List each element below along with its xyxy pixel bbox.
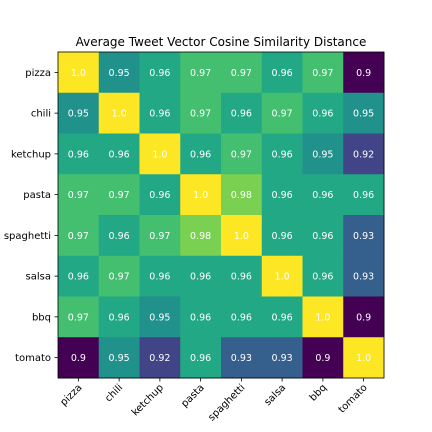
cell-value-label: 0.95 <box>109 68 130 79</box>
cell-value-label: 0.93 <box>231 353 252 364</box>
cell-value-label: 0.96 <box>312 231 333 242</box>
cell-value-label: 0.96 <box>272 190 293 201</box>
cell-value-label: 0.96 <box>312 190 333 201</box>
cell-value-label: 0.95 <box>109 353 130 364</box>
cell-value-label: 0.96 <box>190 312 211 323</box>
cell-value-label: 0.93 <box>353 231 374 242</box>
cell-value-label: 0.96 <box>353 190 374 201</box>
cell-value-label: 0.95 <box>68 109 89 120</box>
cell-value-label: 0.96 <box>149 68 170 79</box>
cell-value-label: 0.96 <box>312 272 333 283</box>
cell-value-label: 0.95 <box>312 149 333 160</box>
cell-value-label: 0.97 <box>190 68 211 79</box>
cell-value-label: 0.95 <box>353 109 374 120</box>
cell-value-label: 0.97 <box>109 272 130 283</box>
cell-value-label: 0.98 <box>231 190 252 201</box>
cell-value-label: 0.96 <box>68 272 89 283</box>
cell-value-label: 0.96 <box>272 68 293 79</box>
cell-value-label: 0.97 <box>149 231 170 242</box>
cell-value-label: 0.96 <box>231 272 252 283</box>
cell-value-label: 0.9 <box>356 312 371 323</box>
cell-value-label: 0.92 <box>149 353 170 364</box>
y-tick-label: tomato <box>15 353 51 364</box>
cell-value-label: 0.96 <box>149 272 170 283</box>
cell-value-label: 0.9 <box>315 353 330 364</box>
cell-value-label: 0.92 <box>353 149 374 160</box>
cell-value-label: 0.96 <box>272 149 293 160</box>
cell-value-label: 0.97 <box>312 68 333 79</box>
cell-value-label: 0.97 <box>231 68 252 79</box>
y-tick-label: salsa <box>26 272 51 283</box>
y-tick-label: bbq <box>32 312 51 323</box>
cell-value-label: 0.96 <box>190 272 211 283</box>
cell-value-label: 0.96 <box>231 109 252 120</box>
cell-value-label: 1.0 <box>112 109 127 120</box>
cell-value-label: 1.0 <box>315 312 330 323</box>
cell-value-label: 0.96 <box>109 231 130 242</box>
cell-value-label: 0.96 <box>190 149 211 160</box>
chart-title: Average Tweet Vector Cosine Similarity D… <box>76 35 367 49</box>
cell-value-label: 0.96 <box>312 109 333 120</box>
cell-value-label: 0.93 <box>272 353 293 364</box>
cell-value-label: 0.93 <box>353 272 374 283</box>
cell-value-label: 0.96 <box>68 149 89 160</box>
cell-value-label: 0.9 <box>71 353 86 364</box>
cell-value-label: 0.97 <box>272 109 293 120</box>
cell-value-label: 0.97 <box>231 149 252 160</box>
cell-value-label: 0.97 <box>68 312 89 323</box>
cell-value-label: 0.97 <box>68 190 89 201</box>
cell-value-label: 0.96 <box>109 312 130 323</box>
cell-value-label: 0.97 <box>109 190 130 201</box>
y-tick-label: pizza <box>25 68 51 79</box>
cell-value-label: 1.0 <box>356 353 371 364</box>
heatmap-cells <box>58 52 385 379</box>
cell-value-label: 0.97 <box>68 231 89 242</box>
y-tick-label: pasta <box>23 190 51 201</box>
cell-value-label: 0.9 <box>356 68 371 79</box>
y-tick-label: ketchup <box>11 149 51 160</box>
cell-value-label: 0.98 <box>190 231 211 242</box>
cell-value-label: 1.0 <box>152 149 167 160</box>
cell-value-label: 0.96 <box>272 312 293 323</box>
cell-value-label: 1.0 <box>71 68 86 79</box>
cell-value-label: 0.96 <box>149 190 170 201</box>
y-tick-label: spaghetti <box>4 231 51 242</box>
cell-value-label: 0.95 <box>149 312 170 323</box>
cell-value-label: 1.0 <box>234 231 249 242</box>
y-tick-label: chili <box>31 109 51 120</box>
cell-value-label: 0.96 <box>231 312 252 323</box>
cell-value-label: 0.96 <box>149 109 170 120</box>
cell-value-label: 0.96 <box>109 149 130 160</box>
cell-value-label: 0.96 <box>272 231 293 242</box>
cell-value-label: 0.96 <box>190 353 211 364</box>
cell-value-label: 1.0 <box>193 190 208 201</box>
cell-value-label: 1.0 <box>275 272 290 283</box>
cell-value-label: 0.97 <box>190 109 211 120</box>
